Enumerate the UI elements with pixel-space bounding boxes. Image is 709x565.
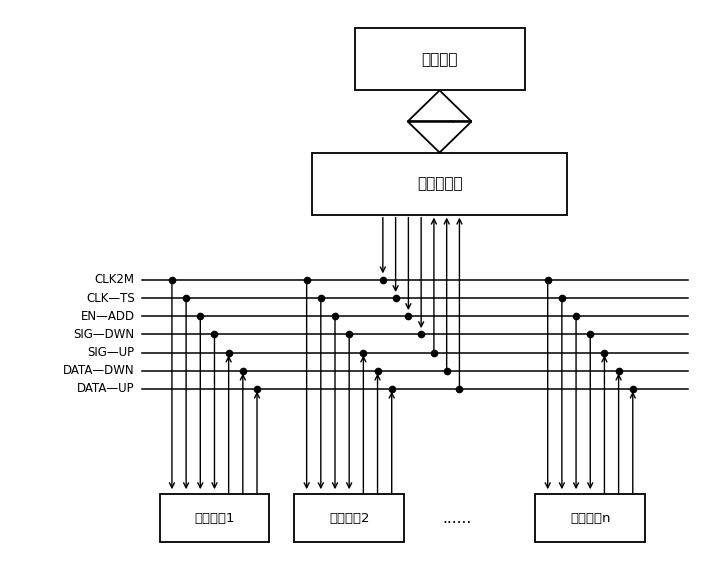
Text: 总线控制器: 总线控制器	[417, 176, 462, 191]
Bar	[354, 28, 525, 90]
Text: 帧处理器: 帧处理器	[421, 52, 458, 67]
Text: CLK—TS: CLK—TS	[86, 292, 135, 305]
Bar	[535, 494, 645, 542]
Text: CLK2M: CLK2M	[95, 273, 135, 286]
Text: EN—ADD: EN—ADD	[81, 310, 135, 323]
Text: DATA—UP: DATA—UP	[77, 382, 135, 395]
Text: 用户单元2: 用户单元2	[329, 512, 369, 525]
Bar	[294, 494, 404, 542]
Text: SIG—UP: SIG—UP	[88, 346, 135, 359]
Polygon shape	[408, 90, 471, 153]
Text: ......: ......	[442, 511, 472, 526]
Text: SIG—DWN: SIG—DWN	[74, 328, 135, 341]
Text: 用户单元n: 用户单元n	[570, 512, 610, 525]
Text: DATA—DWN: DATA—DWN	[63, 364, 135, 377]
Bar	[312, 153, 567, 215]
Bar	[160, 494, 269, 542]
Text: 用户单元1: 用户单元1	[194, 512, 235, 525]
